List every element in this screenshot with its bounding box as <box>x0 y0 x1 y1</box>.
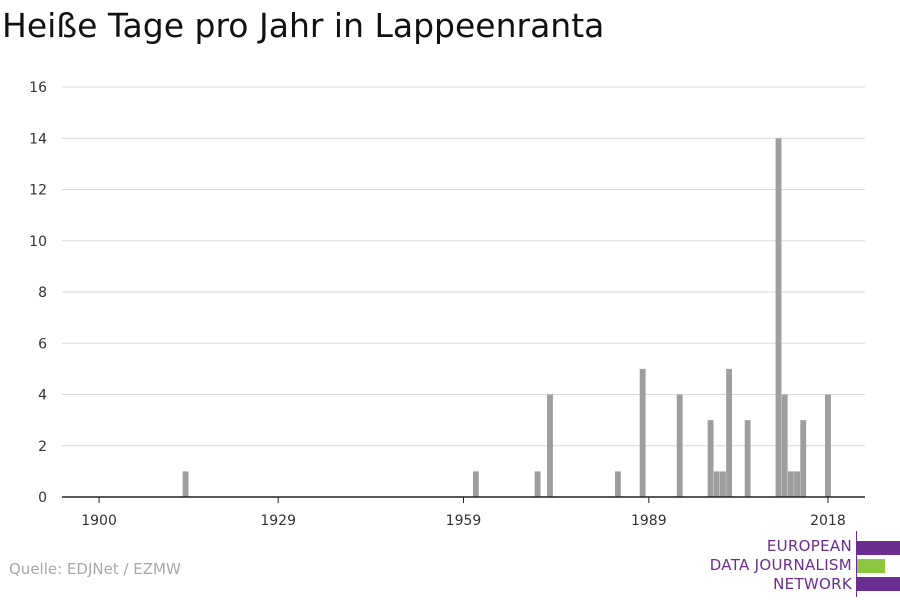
bar-2002 <box>726 368 733 497</box>
chart-title: Heiße Tage pro Jahr in Lappeenranta <box>2 6 605 45</box>
y-tick-label: 4 <box>38 388 47 404</box>
logo-text-line1: EUROPEAN <box>766 537 852 555</box>
logo-bar-top <box>857 541 900 555</box>
bar-2014 <box>800 420 807 497</box>
bar-2018 <box>825 394 831 497</box>
bar-1914 <box>182 471 189 497</box>
y-tick-label: 6 <box>38 336 47 352</box>
bar-1971 <box>534 471 541 497</box>
y-tick-label: 10 <box>29 234 47 250</box>
bars <box>182 138 831 497</box>
gridlines <box>62 86 865 447</box>
bar-2011 <box>781 394 788 497</box>
bar-2001 <box>719 471 726 497</box>
bar-1988 <box>639 368 646 497</box>
bar-1984 <box>614 471 621 497</box>
bar-1961 <box>472 471 479 497</box>
bar-2000 <box>713 471 720 497</box>
bar-2010 <box>775 138 782 497</box>
source-note: Quelle: EDJNet / EZMW <box>9 560 181 578</box>
logo-text-line2: DATA JOURNALISM <box>709 556 852 574</box>
axes <box>62 496 865 503</box>
x-tick-labels: 1900 1929 1959 1989 2018 <box>81 513 846 529</box>
logo-divider <box>856 531 857 597</box>
x-tick-label: 1929 <box>260 513 296 529</box>
logo-bar-bottom <box>857 577 900 591</box>
y-tick-label: 12 <box>29 183 47 199</box>
bar-1994 <box>676 394 683 497</box>
bar-2005 <box>744 420 751 497</box>
y-tick-label: 2 <box>38 439 47 455</box>
edjnet-logo: EUROPEAN DATA JOURNALISM NETWORK <box>700 531 900 597</box>
bar-2012 <box>787 471 794 497</box>
x-tick-label: 1959 <box>446 513 482 529</box>
bar-1973 <box>547 394 553 497</box>
x-tick-label: 1989 <box>631 513 667 529</box>
y-tick-label: 16 <box>29 80 47 96</box>
y-tick-label: 14 <box>29 131 47 147</box>
x-tick-label: 2018 <box>810 513 846 529</box>
y-tick-label: 8 <box>38 285 47 301</box>
y-tick-label: 0 <box>38 490 47 506</box>
x-tick-label: 1900 <box>81 513 117 529</box>
bar-1999 <box>707 420 714 497</box>
logo-bar-middle <box>857 559 885 573</box>
logo-text-line3: NETWORK <box>773 575 852 593</box>
bar-2013 <box>794 471 800 497</box>
y-tick-labels: 0 2 4 6 8 10 12 14 16 <box>29 80 47 506</box>
